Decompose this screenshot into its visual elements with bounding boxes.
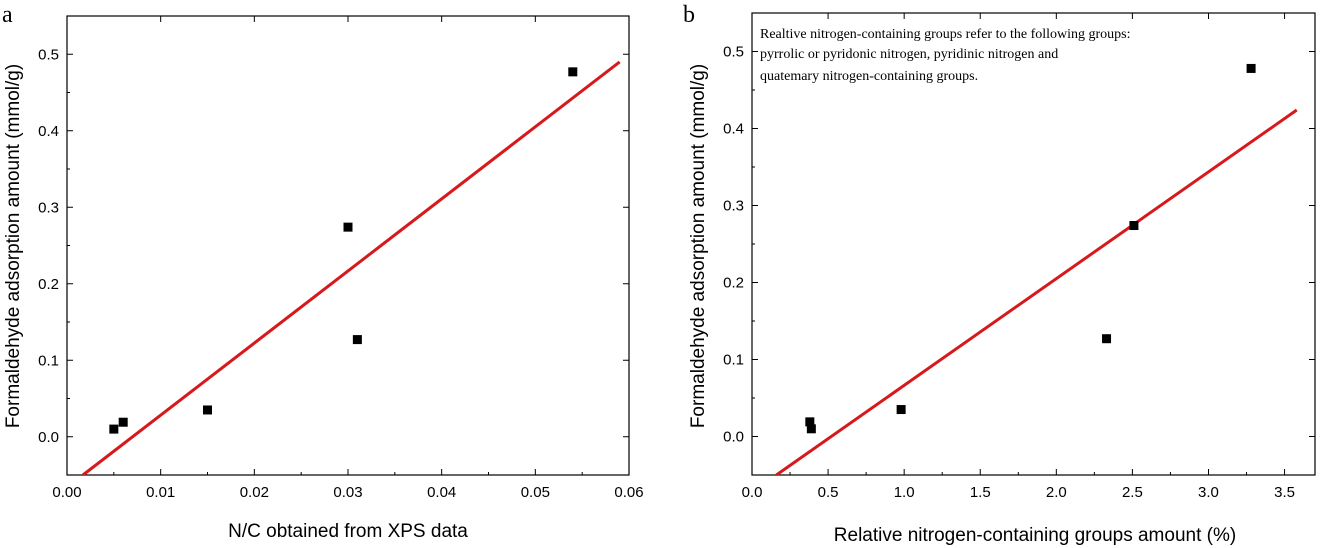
panel-a-y-tick-label: 0.1 [38, 352, 59, 369]
panel-b-x-tick-label: 0.0 [742, 484, 763, 501]
panel-b-letter: b [683, 2, 695, 28]
panel-a-y-tick-label: 0.4 [38, 123, 59, 140]
panel-a-ticks: 0.00 0.01 0.02 0.03 0.04 0.05 0.06 0.0 0.1 0.2 0.3… [38, 15, 644, 501]
panel-b-y-axis-title: Formaldehyde adsorption amount (mmol/g) [688, 64, 709, 428]
panel-a-x-tick-label: 0.04 [427, 484, 456, 501]
panel-b-annotation-line-3: quatemary nitrogen-containing groups. [760, 69, 978, 84]
panel-b-x-tick-label: 0.5 [818, 484, 839, 501]
panel-b-x-tick-label: 2.5 [1122, 484, 1143, 501]
panel-b-data-point [1246, 63, 1256, 73]
panel-b-data-point [1102, 334, 1112, 344]
panel-b-y-tick-label: 0.4 [723, 121, 744, 138]
panel-a-x-tick-label: 0.06 [614, 484, 643, 501]
panel-a-letter: a [2, 2, 13, 28]
panel-b-y-tick-label: 0.5 [723, 44, 744, 61]
panel-a-x-tick-label: 0.00 [52, 484, 81, 501]
panel-a-data-point [109, 424, 119, 434]
panel-b-ticks: 0.0 0.5 1.0 1.5 2.0 2.5 3.0 3.5 0.0 0.1 0.2 0.3 0.4 0… [723, 12, 1315, 501]
panel-b-marks [775, 63, 1298, 477]
panel-b-data-point [1129, 221, 1139, 231]
panel-b-x-axis-title: Relative nitrogen-containing groups amou… [834, 525, 1236, 546]
panel-b-annotation-line-1: Realtive nitrogen-containing groups refe… [760, 27, 1131, 42]
panel-a-data-point [343, 222, 353, 232]
panel-a-x-tick-label: 0.03 [333, 484, 362, 501]
panel-a-x-tick-label: 0.02 [240, 484, 269, 501]
panel-b-x-tick-label: 1.5 [970, 484, 991, 501]
panel-a-x-tick-label: 0.05 [521, 484, 550, 501]
panel-a-y-axis-title: Formaldehyde adsorption amount (mmol/g) [3, 64, 24, 428]
panel-b-data-point [896, 405, 906, 415]
panel-b-y-tick-label: 0.1 [723, 352, 744, 369]
panel-a-x-axis-title: N/C obtained from XPS data [228, 521, 468, 542]
panel-a-y-tick-label: 0.5 [38, 46, 59, 63]
panel-b-y-tick-label: 0.0 [723, 429, 744, 446]
panel-a-data-point [203, 405, 212, 415]
panel-a-plot-frame [66, 15, 630, 476]
panel-b-data-point [805, 417, 815, 427]
panel-b-x-tick-label: 1.0 [894, 484, 915, 501]
panel-b-fit-line [775, 108, 1298, 477]
panel-a-data-point [352, 335, 362, 345]
panel-b-x-tick-label: 3.5 [1274, 484, 1295, 501]
panel-b-annotation-line-2: pyrrolic or pyridonic nitrogen, pyridini… [760, 47, 1058, 62]
panel-a-y-tick-label: 0.0 [38, 429, 59, 446]
panel-a-marks [82, 60, 621, 477]
panel-a-data-point [118, 417, 128, 427]
panel-b-x-tick-label: 3.0 [1198, 484, 1219, 501]
panel-b-y-tick-label: 0.2 [723, 275, 744, 292]
panel-a-y-tick-label: 0.3 [38, 199, 59, 216]
panel-a-fit-line [82, 60, 621, 477]
panel-b-data-point [806, 424, 816, 434]
panel-a-data-point [568, 67, 578, 77]
panel-a-y-tick-label: 0.2 [38, 276, 59, 293]
chart-panel-b: b Relative nitrogen-containing groups am… [683, 2, 1316, 546]
panel-b-x-tick-label: 2.0 [1046, 484, 1067, 501]
chart-panel-a: a N/C obtained from XPS data Formaldehyd… [2, 2, 644, 542]
panel-b-y-tick-label: 0.3 [723, 198, 744, 215]
panel-a-x-tick-label: 0.01 [146, 484, 175, 501]
